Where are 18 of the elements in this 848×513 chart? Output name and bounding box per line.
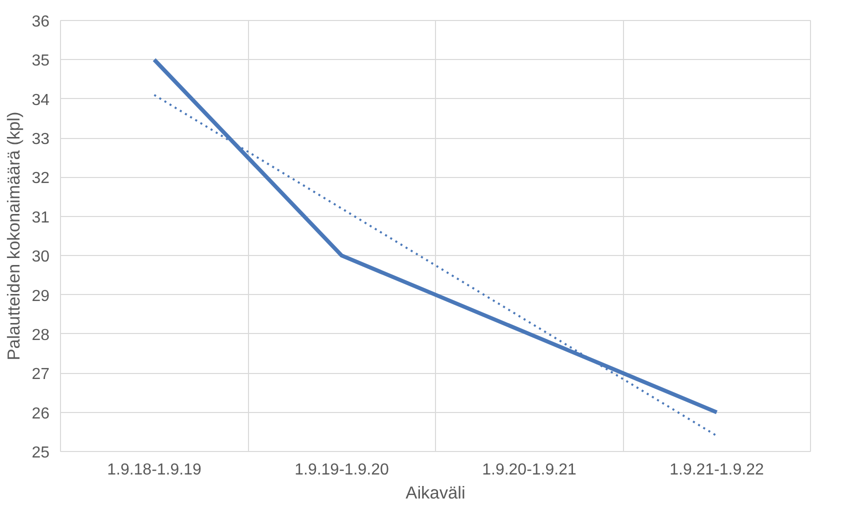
y-tick-label: 36 [32, 14, 50, 30]
y-tick-label: 29 [32, 288, 50, 305]
y-tick-label: 30 [32, 248, 50, 266]
x-axis-title: Aikaväli [406, 482, 466, 502]
y-tick-label: 33 [32, 131, 50, 148]
x-tick-label: 1.9.20-1.9.21 [482, 462, 576, 478]
y-tick-label: 26 [32, 405, 50, 422]
x-tick-label: 1.9.18-1.9.19 [107, 462, 202, 478]
y-tick-label: 31 [32, 209, 50, 226]
y-tick-label: 32 [32, 170, 50, 188]
y-axis-title: Palautteiden kokonaimäärä (kpl) [4, 112, 24, 360]
y-tick-label: 35 [32, 52, 50, 70]
y-tick-label: 28 [32, 326, 50, 344]
x-tick-label: 1.9.19-1.9.20 [294, 462, 389, 478]
y-tick-label: 25 [32, 444, 50, 462]
x-tick-label: 1.9.21-1.9.22 [670, 462, 764, 478]
y-tick-label: 27 [32, 366, 50, 384]
y-tick-label: 34 [32, 92, 50, 109]
